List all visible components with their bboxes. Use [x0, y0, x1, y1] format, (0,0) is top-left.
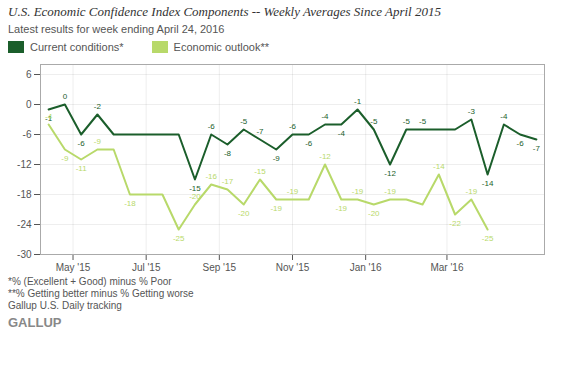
svg-text:-25: -25 [482, 234, 494, 243]
svg-text:0: 0 [26, 99, 32, 110]
html-text:Latest results for week ending: Latest results for week ending April 24,… [8, 23, 225, 35]
svg-text:0: 0 [63, 92, 68, 101]
svg-text:-1: -1 [354, 97, 362, 106]
svg-text:-18: -18 [124, 199, 136, 208]
html-text:Current conditions*: Current conditions* [30, 41, 124, 53]
svg-text:-15: -15 [189, 184, 201, 194]
svg-text:-30: -30 [17, 249, 32, 260]
svg-text:-9: -9 [273, 154, 281, 163]
svg-text:-19: -19 [270, 204, 282, 213]
svg-text:Jul '15: Jul '15 [132, 262, 161, 273]
svg-text:-22: -22 [449, 219, 461, 228]
svg-text:-20: -20 [368, 209, 380, 218]
html-text:Gallup U.S. Daily tracking: Gallup U.S. Daily tracking [8, 300, 122, 311]
svg-text:Mar '16: Mar '16 [430, 262, 463, 273]
svg-text:Sep '15: Sep '15 [203, 262, 237, 273]
svg-text:-12: -12 [319, 152, 331, 161]
svg-text:-5: -5 [403, 117, 411, 126]
svg-text:-18: -18 [17, 189, 32, 200]
svg-text:-4: -4 [45, 112, 53, 121]
svg-text:-19: -19 [335, 204, 347, 213]
svg-text:-6: -6 [23, 129, 32, 140]
svg-text:-11: -11 [76, 164, 88, 173]
svg-text:Jan '16: Jan '16 [350, 262, 382, 273]
svg-text:-2: -2 [94, 102, 102, 111]
svg-text:-25: -25 [173, 234, 185, 243]
svg-text:-20: -20 [189, 192, 201, 201]
svg-text:-12: -12 [17, 159, 32, 170]
svg-text:-3: -3 [468, 107, 476, 116]
svg-text:-6: -6 [78, 139, 86, 148]
svg-text:-4: -4 [338, 129, 346, 138]
svg-text:-7: -7 [533, 144, 541, 153]
html-text:GALLUP: GALLUP [8, 315, 62, 330]
svg-text:-6: -6 [305, 139, 313, 148]
svg-text:-9: -9 [94, 137, 102, 146]
svg-text:-19: -19 [352, 187, 364, 196]
svg-text:-6: -6 [289, 122, 297, 131]
svg-text:-19: -19 [466, 187, 478, 196]
svg-text:6: 6 [26, 69, 32, 80]
html-text:U.S. Economic Confidence Index: U.S. Economic Confidence Index Component… [8, 4, 441, 19]
svg-text:-5: -5 [240, 117, 248, 126]
svg-text:May '15: May '15 [56, 262, 91, 273]
svg-text:-20: -20 [238, 209, 250, 218]
svg-text:-19: -19 [384, 187, 396, 196]
svg-text:-6: -6 [208, 122, 216, 131]
svg-text:Nov '15: Nov '15 [276, 262, 310, 273]
svg-text:-24: -24 [17, 219, 32, 230]
svg-text:-15: -15 [254, 167, 266, 176]
svg-text:-4: -4 [321, 112, 329, 121]
svg-text:-14: -14 [482, 179, 494, 188]
svg-text:-5: -5 [419, 117, 427, 126]
svg-text:-17: -17 [222, 177, 234, 186]
svg-text:-7: -7 [256, 127, 264, 136]
svg-text:-9: -9 [61, 154, 69, 163]
html-text:*% (Excellent + Good) minus %: *% (Excellent + Good) minus % Poor [8, 276, 172, 287]
svg-text:-12: -12 [384, 169, 396, 178]
svg-text:-6: -6 [517, 139, 525, 148]
html-text:Economic outlook**: Economic outlook** [173, 41, 269, 53]
svg-text:-4: -4 [500, 112, 508, 121]
svg-text:-8: -8 [224, 149, 232, 158]
html-text:**% Getting better minus % Get: **% Getting better minus % Getting worse [8, 288, 194, 299]
svg-text:-5: -5 [370, 117, 378, 126]
svg-text:-14: -14 [433, 162, 445, 171]
svg-text:-19: -19 [287, 187, 299, 196]
svg-text:-16: -16 [205, 172, 217, 181]
